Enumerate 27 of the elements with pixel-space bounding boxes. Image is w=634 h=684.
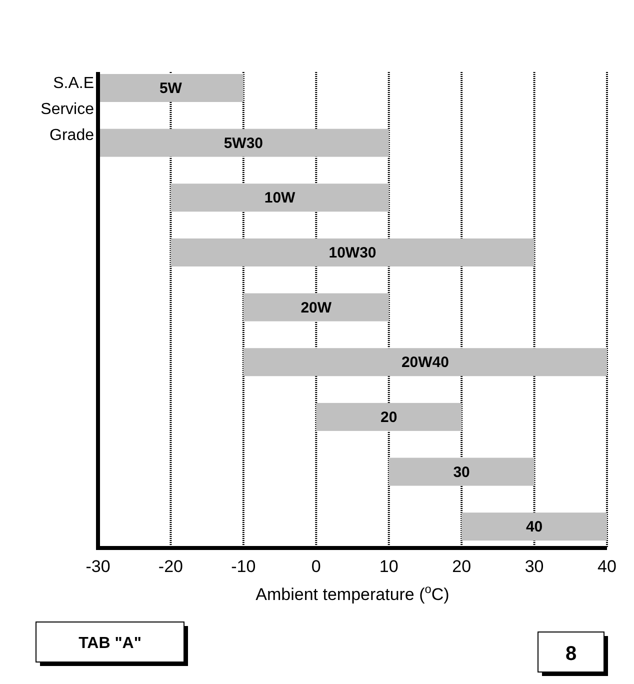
text: TAB "A" [78, 635, 142, 652]
bar [170, 184, 389, 212]
bar [316, 402, 462, 431]
x-tick-label: 20 [452, 557, 472, 576]
y-tick-label: 10W [264, 190, 296, 207]
y-tick-label: 10W30 [328, 244, 376, 262]
y-tick-label: 20W40 [401, 354, 449, 372]
x-tick-label: 30 [524, 557, 544, 576]
x-tick-label: -20 [158, 557, 184, 576]
y-tick-label: 20W [300, 299, 332, 316]
text: 8 [565, 643, 577, 665]
x-tick-label: -10 [231, 557, 256, 576]
bar [170, 238, 534, 266]
x-tick-label: 10 [379, 557, 398, 576]
y-tick-label: 5W30 [224, 134, 264, 152]
x-axis-title: Ambient temperature ($^{o}$C) [256, 582, 450, 604]
bar [243, 348, 607, 376]
bar [462, 512, 607, 541]
y-tick-label: 5W [159, 80, 183, 97]
bar [388, 458, 534, 486]
x-tick-label: 40 [598, 557, 616, 576]
x-tick-label: -30 [86, 557, 110, 576]
x-tick-label: 0 [311, 557, 321, 576]
bar [98, 128, 389, 157]
bar [243, 293, 389, 322]
y-axis-title: S.A.E Service Grade [40, 75, 94, 144]
bar [98, 74, 244, 102]
